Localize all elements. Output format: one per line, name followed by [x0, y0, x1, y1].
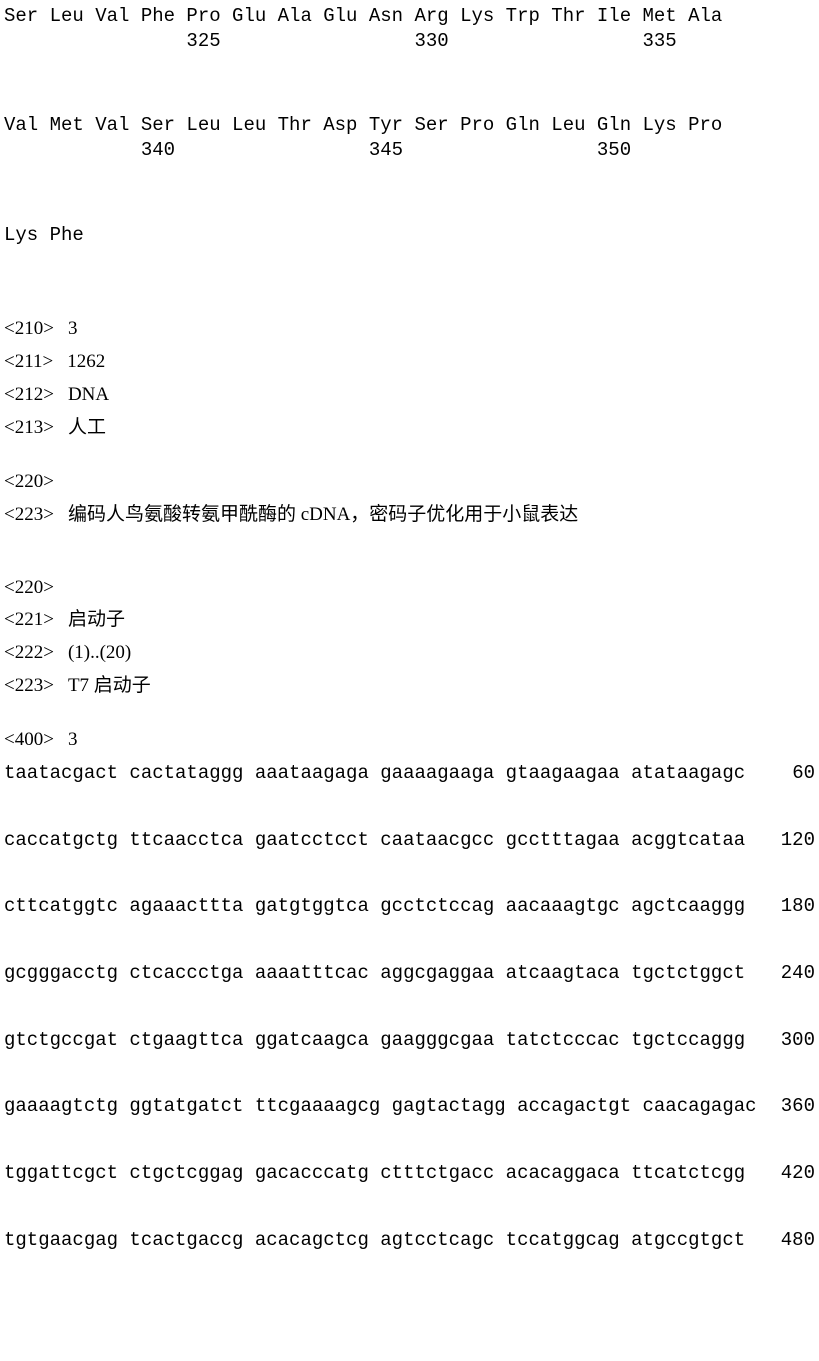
meta-value: DNA [68, 383, 109, 408]
dna-position: 240 [765, 961, 815, 986]
sequence-header-block-3: <220> <221> 启动子 <222> (1)..(20) <223> T7 启动子 [4, 576, 815, 699]
dna-sequence-text: gaaaagtctg ggtatgatct ttcgaaaagcg gagtac… [4, 1094, 757, 1119]
dna-position: 120 [765, 828, 815, 853]
sequence-header-block-2: <220> <223> 编码人鸟氨酸转氨甲酰酶的 cDNA，密码子优化用于小鼠表达 [4, 470, 815, 527]
dna-sequence-row: tggattcgct ctgctcggag gacacccatg ctttctg… [4, 1161, 815, 1186]
protein-residues-row: Val Met Val Ser Leu Leu Thr Asp Tyr Ser … [4, 113, 815, 138]
protein-sequence-block: Ser Leu Val Phe Pro Glu Ala Glu Asn Arg … [4, 4, 815, 247]
meta-tag: <223> [4, 503, 54, 528]
sequence-header-block-1: <210> 3 <211> 1262 <212> DNA <213> 人工 [4, 317, 815, 440]
meta-value: 人工 [68, 416, 106, 441]
meta-tag: <400> [4, 728, 54, 753]
meta-line: <220> [4, 470, 815, 495]
meta-line: <210> 3 [4, 317, 815, 342]
dna-sequence-text: caccatgctg ttcaacctca gaatcctcct caataac… [4, 828, 745, 853]
meta-line: <222> (1)..(20) [4, 641, 815, 666]
meta-line: <220> [4, 576, 815, 601]
protein-position-row: 340 345 350 [4, 138, 815, 163]
dna-sequence-text: cttcatggtc agaaacttta gatgtggtca gcctctc… [4, 894, 745, 919]
dna-position: 420 [765, 1161, 815, 1186]
dna-position: 480 [765, 1228, 815, 1253]
meta-line: <223> T7 启动子 [4, 674, 815, 699]
meta-tag: <210> [4, 317, 54, 342]
meta-value: 3 [68, 317, 78, 342]
meta-line: <221> 启动子 [4, 608, 815, 633]
protein-position-row: 325 330 335 [4, 29, 815, 54]
dna-sequence-row: tgtgaacgag tcactgaccg acacagctcg agtcctc… [4, 1228, 815, 1253]
meta-tag: <223> [4, 674, 54, 699]
dna-sequence-text: taatacgact cactataggg aaataagaga gaaaaga… [4, 761, 745, 786]
dna-sequence-text: gtctgccgat ctgaagttca ggatcaagca gaagggc… [4, 1028, 745, 1053]
meta-line: <212> DNA [4, 383, 815, 408]
dna-sequence-row: gcgggacctg ctcaccctga aaaatttcac aggcgag… [4, 961, 815, 986]
dna-sequence-block: taatacgact cactataggg aaataagaga gaaaaga… [4, 761, 815, 1253]
dna-sequence-text: tggattcgct ctgctcggag gacacccatg ctttctg… [4, 1161, 745, 1186]
meta-tag: <220> [4, 470, 54, 495]
dna-sequence-row: gtctgccgat ctgaagttca ggatcaagca gaagggc… [4, 1028, 815, 1053]
meta-tag: <222> [4, 641, 54, 666]
meta-value: (1)..(20) [68, 641, 131, 666]
dna-position: 360 [765, 1094, 815, 1119]
meta-value: 启动子 [68, 608, 125, 633]
meta-value: T7 启动子 [68, 674, 151, 699]
meta-value: 3 [68, 728, 78, 753]
dna-sequence-row: caccatgctg ttcaacctca gaatcctcct caataac… [4, 828, 815, 853]
meta-value: 1262 [67, 350, 105, 375]
dna-sequence-row: cttcatggtc agaaacttta gatgtggtca gcctctc… [4, 894, 815, 919]
meta-line: <223> 编码人鸟氨酸转氨甲酰酶的 cDNA，密码子优化用于小鼠表达 [4, 503, 815, 528]
dna-position: 60 [765, 761, 815, 786]
meta-tag: <213> [4, 416, 54, 441]
meta-line: <213> 人工 [4, 416, 815, 441]
dna-sequence-row: taatacgact cactataggg aaataagaga gaaaaga… [4, 761, 815, 786]
dna-sequence-row: gaaaagtctg ggtatgatct ttcgaaaagcg gagtac… [4, 1094, 815, 1119]
sequence-header-block-4: <400> 3 [4, 728, 815, 753]
meta-line: <400> 3 [4, 728, 815, 753]
protein-residues-row: Lys Phe [4, 223, 815, 248]
dna-sequence-text: tgtgaacgag tcactgaccg acacagctcg agtcctc… [4, 1228, 745, 1253]
meta-tag: <212> [4, 383, 54, 408]
meta-value: 编码人鸟氨酸转氨甲酰酶的 cDNA，密码子优化用于小鼠表达 [68, 503, 578, 528]
meta-tag: <221> [4, 608, 54, 633]
protein-residues-row: Ser Leu Val Phe Pro Glu Ala Glu Asn Arg … [4, 4, 815, 29]
dna-sequence-text: gcgggacctg ctcaccctga aaaatttcac aggcgag… [4, 961, 745, 986]
meta-line: <211> 1262 [4, 350, 815, 375]
dna-position: 180 [765, 894, 815, 919]
dna-position: 300 [765, 1028, 815, 1053]
meta-tag: <220> [4, 576, 54, 601]
meta-tag: <211> [4, 350, 53, 375]
